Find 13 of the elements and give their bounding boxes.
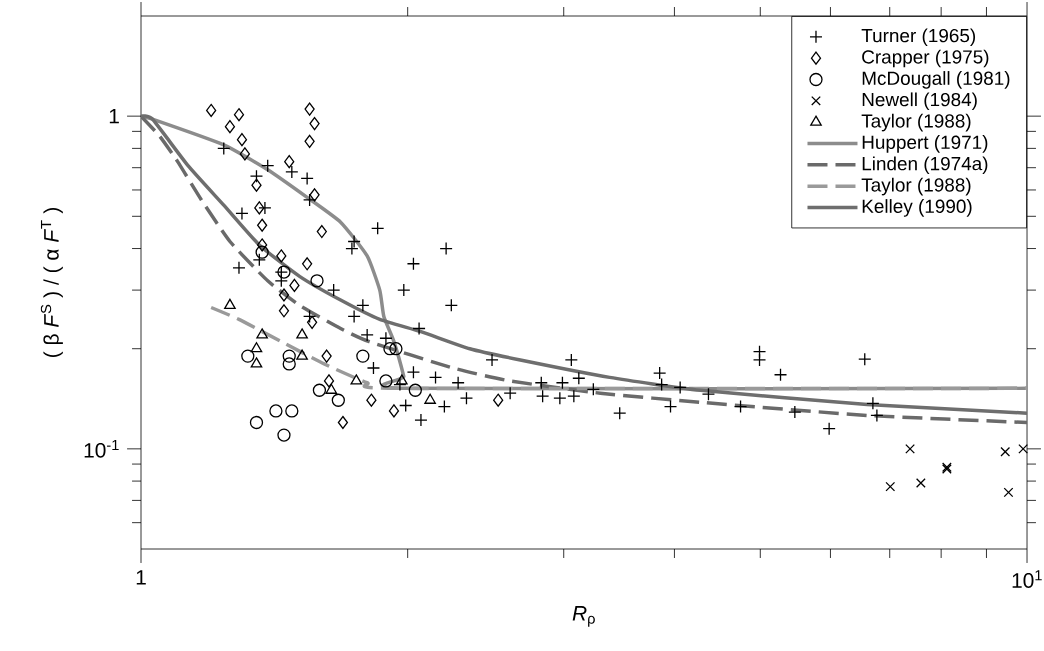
legend-label: Linden (1974a)	[862, 156, 988, 175]
legend-label: Kelley (1990)	[862, 199, 972, 217]
legend-label: Turner (1965)	[861, 28, 976, 47]
x-axis-title: R$_{ρ}$	[572, 606, 595, 627]
legend-label: Taylor (1988)	[861, 113, 971, 132]
y-axis-title: ( β F$^{S}$ ) / ( α F$^{T}$ )	[40, 208, 63, 357]
y-tick-label: 10$^{-1}$	[84, 439, 119, 458]
legend-label: Crapper (1975)	[862, 49, 989, 68]
legend-label: Huppert (1971)	[862, 135, 988, 153]
legend-label: Taylor (1988)	[861, 177, 971, 196]
x-tick-label: 10$^{1}$	[1012, 570, 1042, 588]
legend-label: Newell (1984)	[862, 92, 977, 111]
legend-label: McDougall (1981)	[862, 71, 1010, 89]
